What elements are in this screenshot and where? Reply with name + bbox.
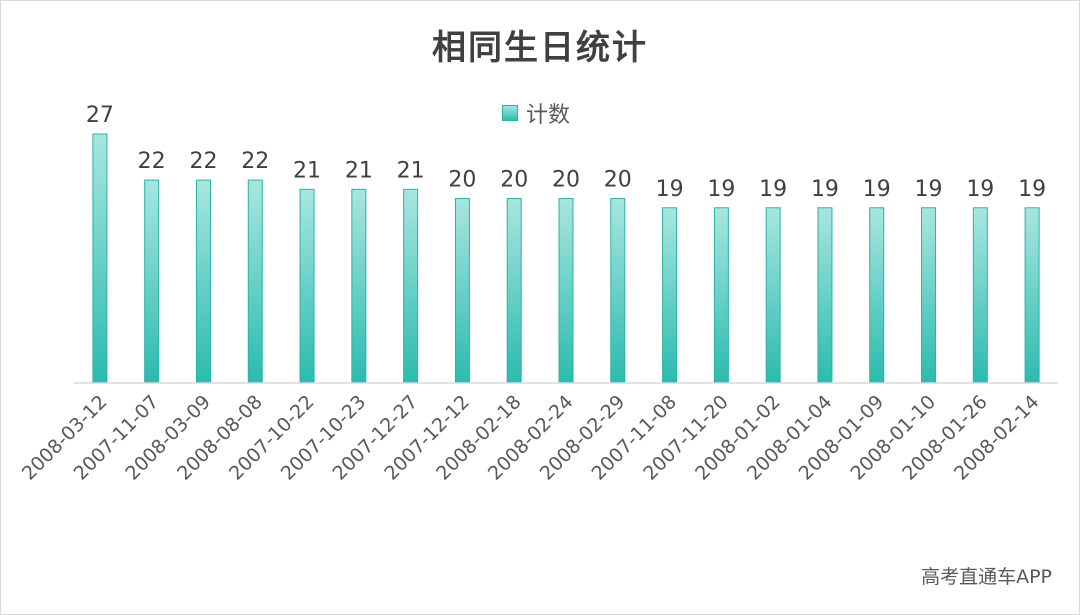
data-label: 19 bbox=[759, 177, 787, 202]
data-label: 19 bbox=[656, 177, 684, 202]
legend-swatch bbox=[502, 105, 518, 121]
bar-2008-02-14 bbox=[1024, 207, 1040, 384]
data-label: 20 bbox=[604, 168, 632, 193]
data-label: 19 bbox=[811, 177, 839, 202]
bar-2008-01-26 bbox=[972, 207, 988, 384]
data-label: 20 bbox=[552, 168, 580, 193]
data-label: 19 bbox=[915, 177, 943, 202]
bar-2008-02-24 bbox=[558, 198, 574, 384]
legend-label: 计数 bbox=[526, 103, 571, 128]
x-tick-labels: 2008-03-122007-11-072008-03-092008-08-08… bbox=[18, 391, 1044, 485]
data-label: 21 bbox=[293, 158, 321, 183]
bar-2007-10-23 bbox=[351, 188, 367, 384]
watermark: 高考直通车APP bbox=[921, 566, 1052, 588]
bar-2007-11-08 bbox=[662, 207, 678, 384]
bar-2007-12-12 bbox=[454, 198, 470, 384]
data-label: 19 bbox=[707, 177, 735, 202]
bar-2008-01-10 bbox=[921, 207, 937, 384]
bar-2008-02-29 bbox=[610, 198, 626, 384]
data-label: 19 bbox=[966, 177, 994, 202]
data-label: 22 bbox=[241, 149, 269, 174]
bar-2008-01-04 bbox=[817, 207, 833, 384]
bar-2008-03-09 bbox=[195, 179, 211, 384]
bar-2007-11-07 bbox=[144, 179, 160, 384]
bar-2007-10-22 bbox=[299, 188, 315, 384]
data-label: 21 bbox=[345, 158, 373, 183]
data-label: 22 bbox=[138, 149, 166, 174]
bar-2008-01-02 bbox=[765, 207, 781, 384]
chart-title: 相同生日统计 bbox=[432, 28, 648, 68]
bar-2007-11-20 bbox=[713, 207, 729, 384]
bars-group: 27 22 22 22 21 21 21 20 20 20 20 19 19 19 19 19 19 19 19 bbox=[86, 103, 1046, 384]
data-label: 27 bbox=[86, 103, 114, 128]
bar-2008-03-12 bbox=[92, 133, 108, 384]
bar-2008-02-18 bbox=[506, 198, 522, 384]
bar-2007-12-27 bbox=[403, 188, 419, 384]
data-label: 19 bbox=[1018, 177, 1046, 202]
data-label: 21 bbox=[397, 158, 425, 183]
legend: 计数 bbox=[502, 98, 570, 128]
bar-2008-01-09 bbox=[869, 207, 885, 384]
data-label: 22 bbox=[189, 149, 217, 174]
data-label: 20 bbox=[448, 168, 476, 193]
bar-2008-08-08 bbox=[247, 179, 263, 384]
data-label: 20 bbox=[500, 168, 528, 193]
data-label: 19 bbox=[863, 177, 891, 202]
